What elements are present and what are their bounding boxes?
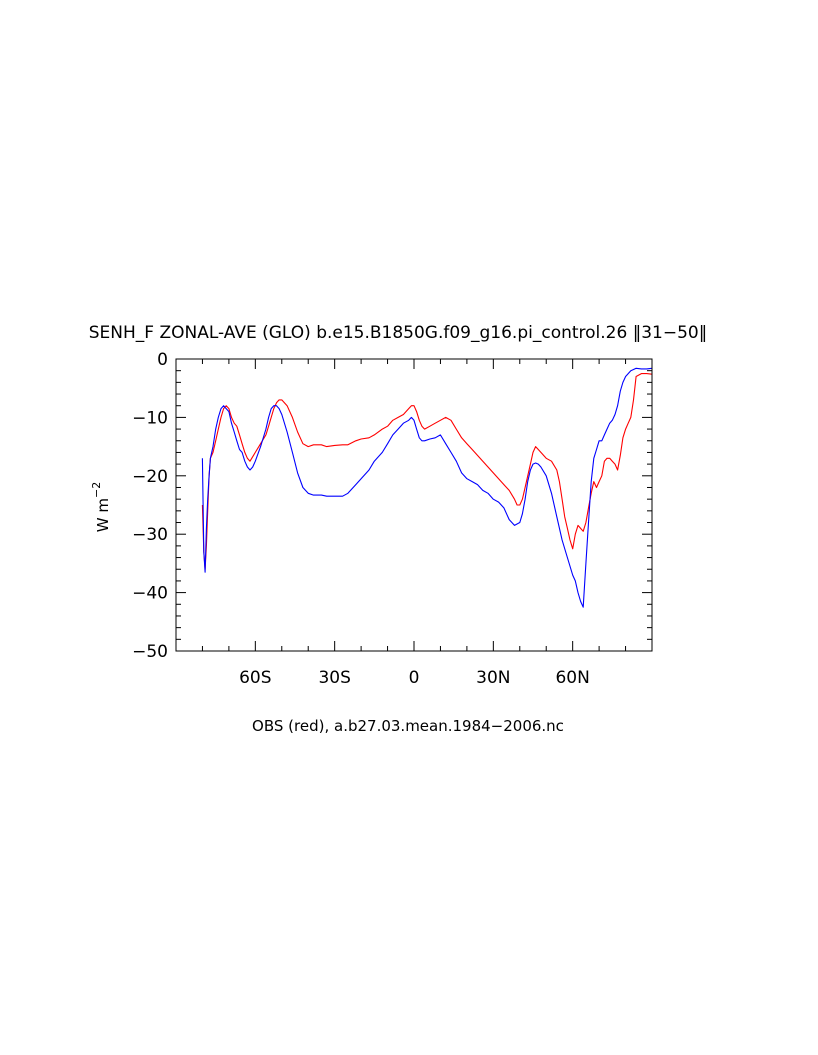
- x-tick-label: 30S: [318, 668, 350, 688]
- x-axis-caption: OBS (red), a.b27.03.mean.1984−2006.nc: [252, 717, 564, 735]
- y-tick-label: −10: [132, 408, 168, 428]
- y-axis-label-text: W m: [94, 498, 112, 532]
- series-line-0: [201, 373, 653, 570]
- x-tick-label: 60S: [239, 668, 271, 688]
- y-axis-label-exponent: −2: [90, 482, 103, 498]
- y-tick-label: −30: [132, 525, 168, 545]
- axis-ticks: 0 −10 −20 −30 −40 −50 60S 30S 0 30N 60N: [132, 350, 652, 688]
- x-tick-label: 60N: [555, 668, 589, 688]
- x-tick-label: 0: [409, 668, 420, 688]
- svg-text:W m−2: W m−2: [90, 482, 112, 532]
- series-lines: [201, 367, 653, 608]
- y-tick-label: −20: [132, 467, 168, 487]
- y-axis-label: W m−2: [90, 482, 112, 532]
- y-tick-label: −40: [132, 584, 168, 604]
- x-tick-label: 30N: [476, 668, 510, 688]
- y-tick-label: 0: [157, 350, 168, 370]
- series-line-1: [201, 367, 653, 608]
- y-tick-label: −50: [132, 642, 168, 662]
- chart-title: SENH_F ZONAL-AVE (GLO) b.e15.B1850G.f09_…: [89, 323, 707, 343]
- plot-frame: [175, 358, 653, 652]
